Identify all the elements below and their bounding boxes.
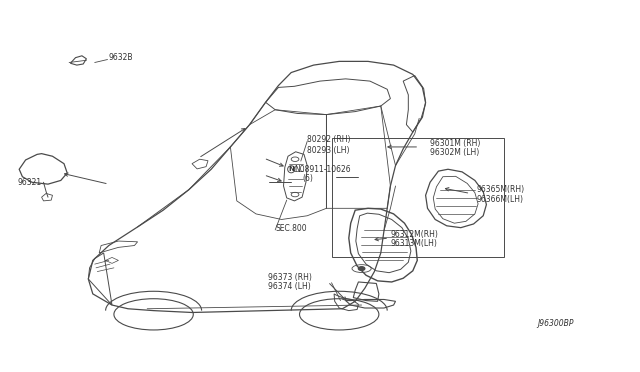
Text: 80292 (RH): 80292 (RH) xyxy=(307,135,351,144)
Text: 96313M(LH): 96313M(LH) xyxy=(390,239,437,248)
Text: 96374 (LH): 96374 (LH) xyxy=(268,282,310,291)
Text: 96373 (RH): 96373 (RH) xyxy=(268,273,312,282)
Text: 96365M(RH): 96365M(RH) xyxy=(477,185,525,194)
Text: (6): (6) xyxy=(303,174,314,183)
Text: 96302M (LH): 96302M (LH) xyxy=(430,148,479,157)
Text: N: N xyxy=(288,166,294,172)
Text: J96300BP: J96300BP xyxy=(538,319,574,328)
Text: 96312M(RH): 96312M(RH) xyxy=(390,230,438,239)
Text: SEC.800: SEC.800 xyxy=(275,224,307,233)
Text: 96321: 96321 xyxy=(18,178,42,187)
Circle shape xyxy=(358,267,365,270)
Text: 9632B: 9632B xyxy=(109,53,133,62)
Text: 96301M (RH): 96301M (RH) xyxy=(430,139,481,148)
Text: 80293 (LH): 80293 (LH) xyxy=(307,146,349,155)
Text: 96366M(LH): 96366M(LH) xyxy=(477,195,524,203)
Text: N08911-10626: N08911-10626 xyxy=(294,165,351,174)
